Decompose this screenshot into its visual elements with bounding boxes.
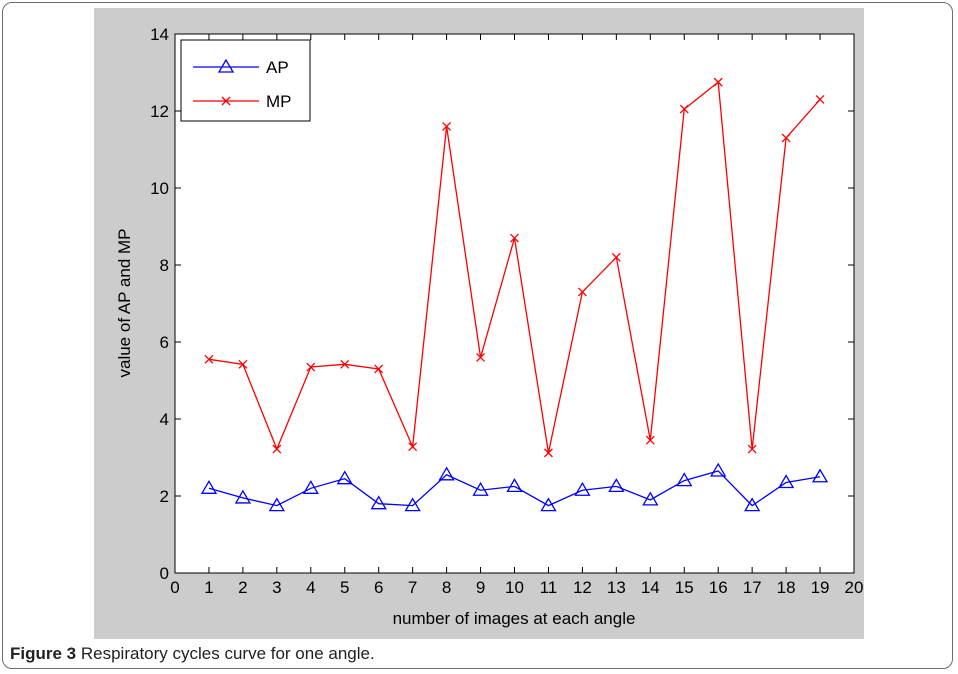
data-point-ap [540, 497, 557, 512]
data-point-ap [710, 462, 727, 477]
y-tick-label: 0 [160, 564, 169, 583]
data-point-ap [744, 497, 761, 512]
data-point-ap [472, 481, 489, 496]
legend-label-ap: AP [266, 58, 289, 77]
x-tick-label: 3 [272, 578, 281, 597]
legend-marker-mp [221, 96, 231, 106]
legend-marker-ap [217, 58, 235, 73]
x-tick-label: 5 [340, 578, 349, 597]
data-point-mp [374, 364, 384, 374]
x-axis-label: number of images at each angle [393, 609, 636, 628]
x-tick-label: 0 [170, 578, 179, 597]
data-point-mp [611, 252, 621, 262]
legend-box [180, 39, 311, 122]
x-tick-label: 7 [408, 578, 417, 597]
data-point-ap [811, 468, 829, 483]
x-tick-label: 15 [675, 578, 694, 597]
x-tick-label: 1 [204, 578, 213, 597]
data-point-ap [268, 497, 285, 512]
data-point-mp [340, 359, 350, 369]
data-point-mp [510, 233, 519, 243]
data-point-mp [238, 359, 248, 369]
data-point-mp [645, 435, 655, 445]
x-tick-label: 9 [476, 578, 485, 597]
x-tick-label: 14 [641, 578, 660, 597]
data-point-mp [272, 444, 282, 454]
y-tick-label: 8 [160, 256, 169, 275]
x-tick-label: 16 [709, 578, 728, 597]
data-point-ap [506, 478, 523, 493]
x-tick-label: 13 [607, 578, 626, 597]
data-point-ap [200, 480, 218, 494]
series-line-ap [208, 470, 821, 507]
data-point-ap [642, 491, 659, 506]
data-point-mp [747, 444, 757, 454]
y-tick-label: 2 [160, 487, 169, 506]
x-tick-label: 8 [442, 578, 451, 597]
legend-label-mp: MP [266, 92, 292, 111]
x-tick-label: 12 [573, 578, 592, 597]
y-tick-label: 14 [150, 25, 169, 44]
data-point-mp [713, 77, 723, 87]
y-tick-label: 10 [150, 179, 169, 198]
data-point-mp [204, 354, 214, 364]
data-point-mp [543, 448, 553, 458]
y-tick-label: 12 [150, 102, 169, 121]
x-tick-label: 20 [845, 578, 864, 597]
data-point-ap [777, 474, 795, 489]
data-point-ap [574, 481, 591, 496]
data-point-mp [577, 287, 587, 297]
x-tick-label: 4 [306, 578, 315, 597]
data-point-mp [679, 104, 689, 114]
data-point-ap [608, 478, 625, 493]
data-point-mp [408, 442, 418, 452]
x-tick-label: 17 [743, 578, 762, 597]
data-point-mp [815, 94, 825, 104]
x-tick-label: 11 [540, 578, 558, 597]
y-axis-label: value of AP and MP [115, 228, 134, 377]
data-point-ap [234, 489, 252, 504]
data-point-mp [442, 121, 452, 131]
x-tick-label: 6 [374, 578, 383, 597]
figure-caption: Figure 3 Respiratory cycles curve for on… [10, 644, 375, 664]
legend: AP MP [180, 39, 311, 122]
x-tick-label: 10 [505, 578, 524, 597]
data-point-ap [676, 472, 693, 487]
data-point-ap [336, 470, 353, 485]
data-point-ap [302, 480, 319, 494]
x-tick-label: 18 [777, 578, 796, 597]
y-tick-label: 4 [160, 410, 169, 429]
data-point-mp [476, 352, 486, 362]
y-tick-label: 6 [160, 333, 169, 352]
x-tick-label: 19 [811, 578, 830, 597]
data-point-ap [370, 495, 387, 510]
data-point-mp [781, 133, 791, 143]
figure-number: Figure 3 [10, 644, 77, 663]
series-mp [204, 77, 825, 458]
x-tick-label: 2 [238, 578, 247, 597]
caption-text: Respiratory cycles curve for one angle. [80, 644, 375, 663]
data-point-ap [438, 466, 455, 481]
data-point-mp [306, 362, 316, 372]
series-ap [200, 462, 829, 512]
data-point-ap [404, 497, 421, 512]
